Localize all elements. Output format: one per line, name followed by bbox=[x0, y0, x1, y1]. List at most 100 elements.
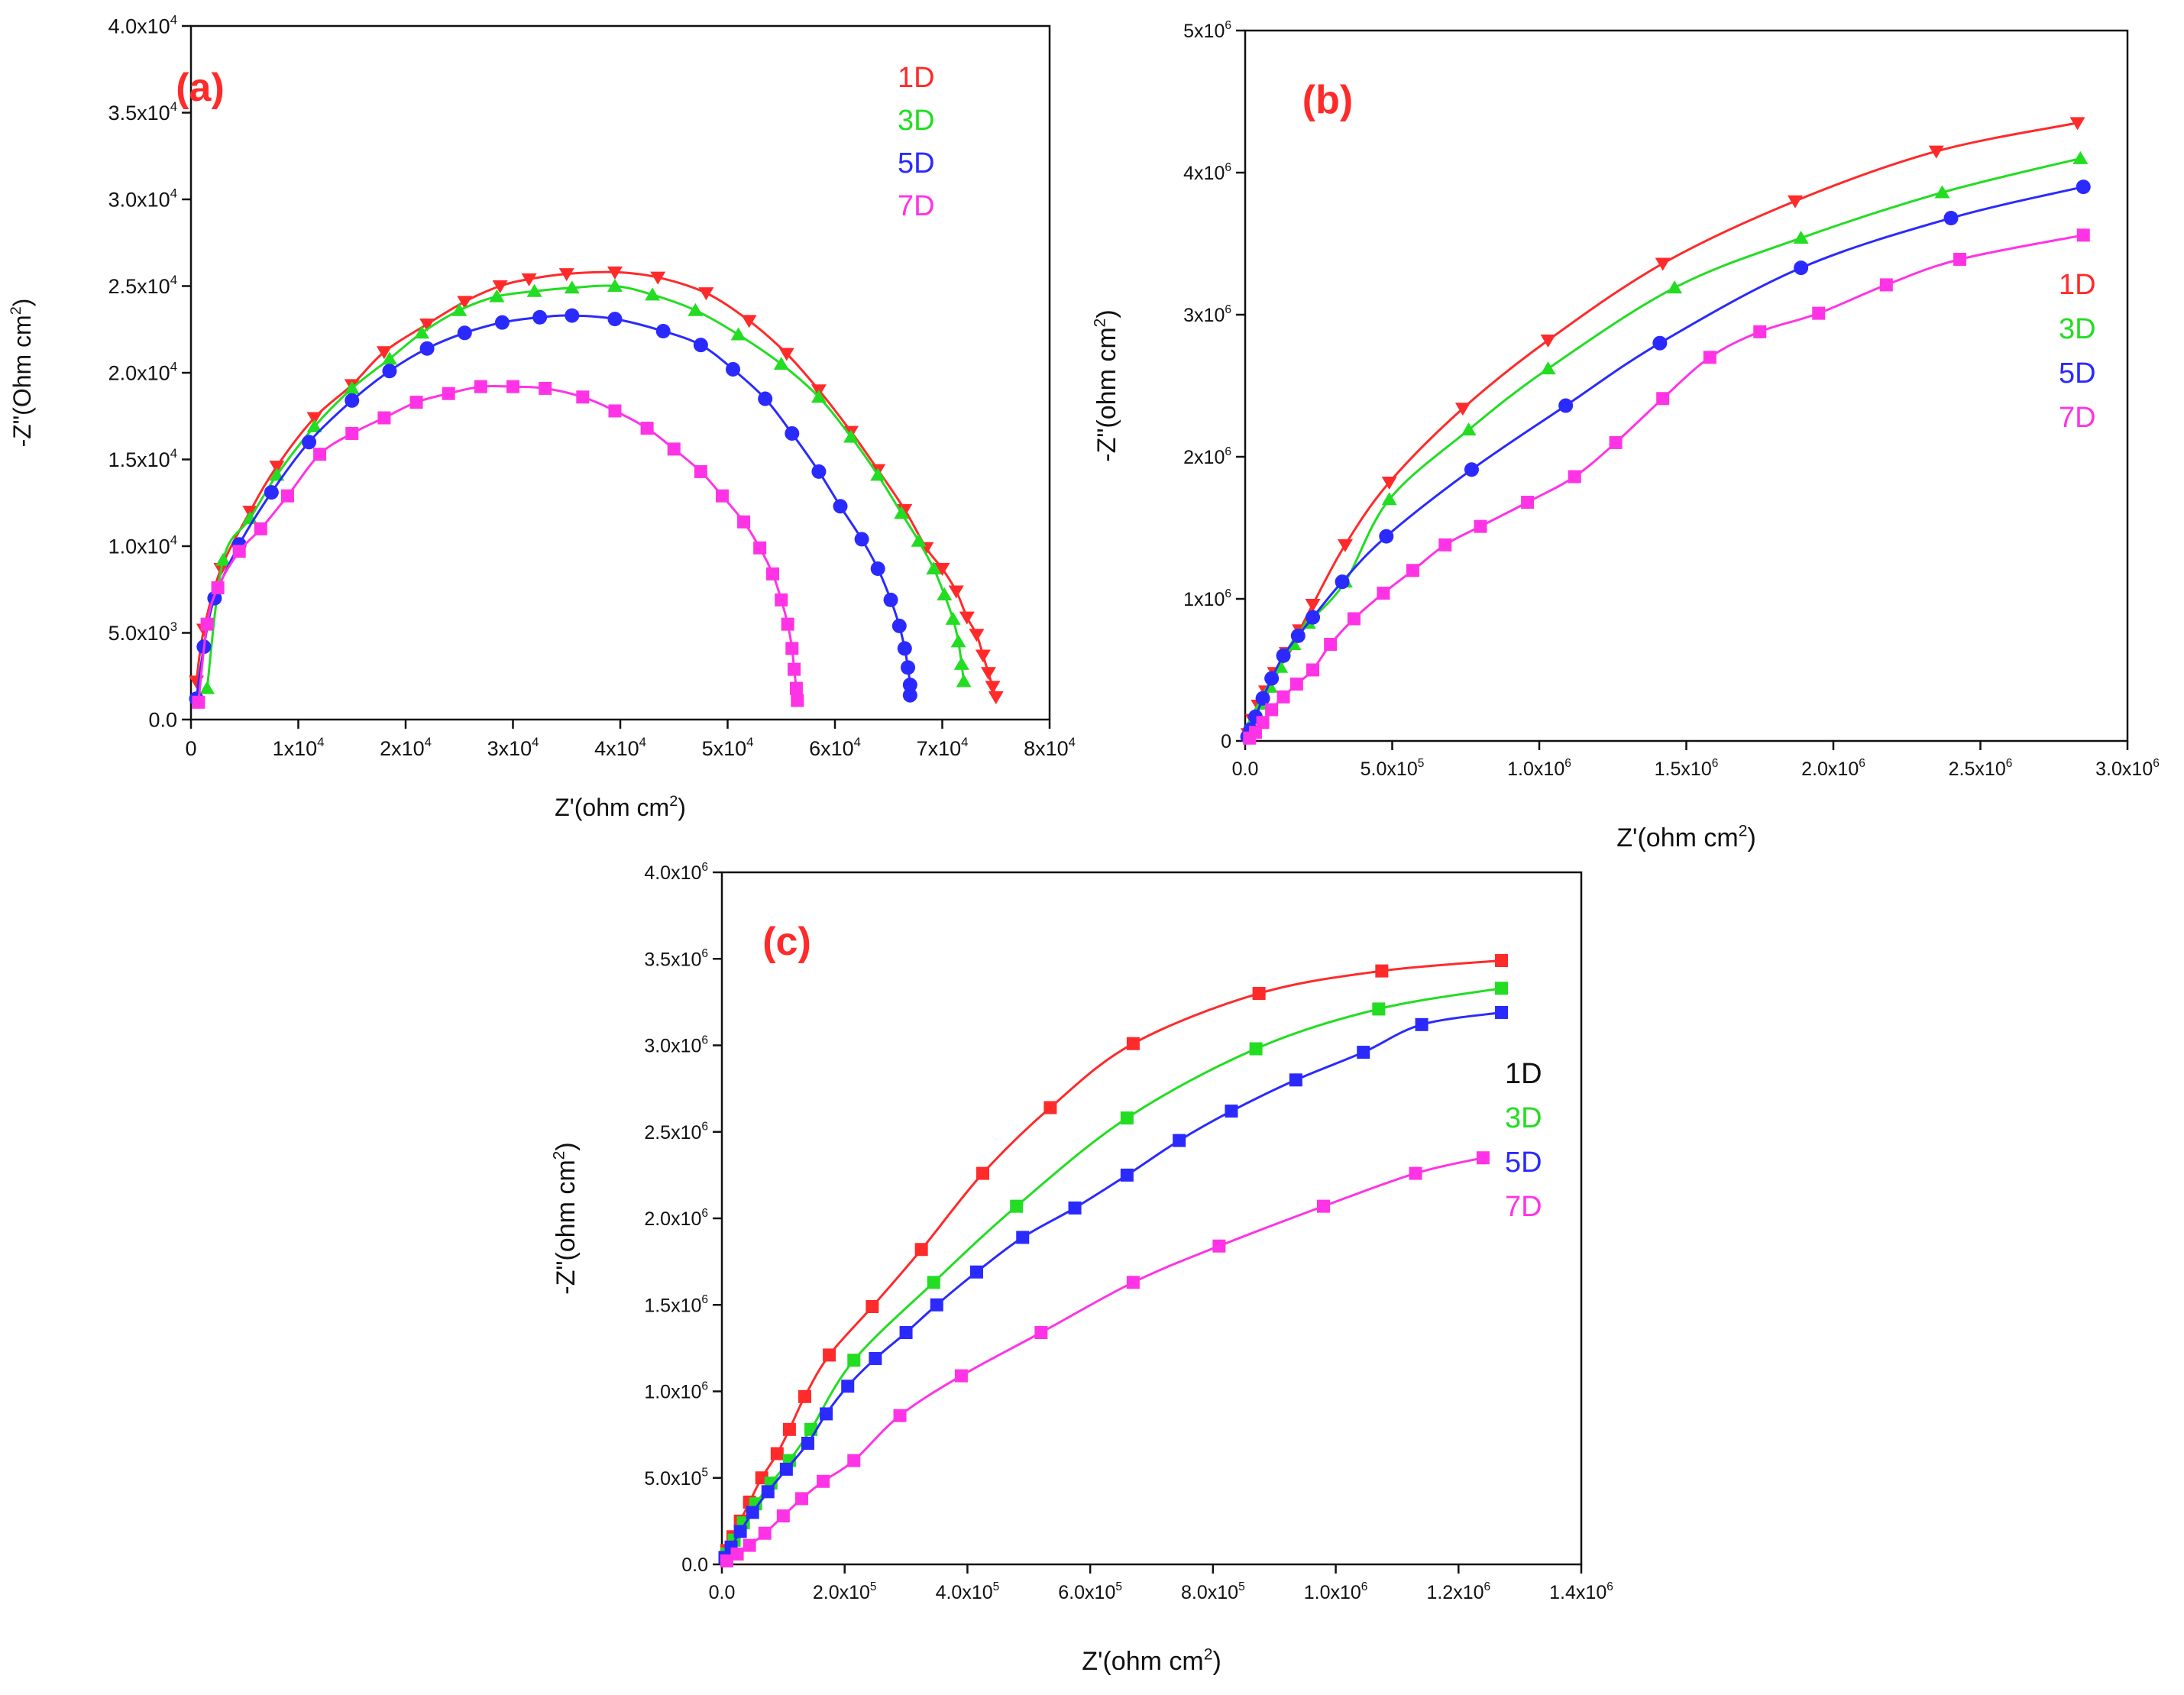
panel-b-legend-3D: 3D bbox=[2059, 313, 2096, 345]
panel-c-legend-1D: 1D bbox=[1505, 1058, 1542, 1090]
panel-b-series-1D bbox=[1240, 117, 2085, 742]
panel-b-y-tick-label: 5x106 bbox=[1183, 19, 1231, 42]
panel-a-data-point-3D bbox=[607, 279, 623, 292]
panel-a-data-point-5D bbox=[897, 641, 912, 656]
panel-a-data-point-1D bbox=[948, 585, 964, 599]
panel-a-data-point-7D bbox=[694, 464, 707, 478]
panel-a-data-point-1D bbox=[492, 280, 508, 293]
panel-b-data-point-7D bbox=[1377, 587, 1390, 600]
panel-c-data-point-3D bbox=[1249, 1042, 1263, 1056]
panel-a-data-point-7D bbox=[539, 381, 552, 395]
panel-b-data-point-7D bbox=[1276, 690, 1290, 704]
panel-a-series-7D bbox=[192, 380, 804, 709]
panel-a-data-point-5D bbox=[870, 561, 885, 577]
panel-b-data-point-1D bbox=[1454, 403, 1471, 416]
panel-c-data-point-1D bbox=[1375, 964, 1389, 978]
panel-b-data-point-1D bbox=[1655, 257, 1671, 271]
panel-a-data-point-3D bbox=[526, 283, 542, 297]
panel-a-legend-5D: 5D bbox=[898, 147, 935, 180]
panel-c-x-tick-label: 6.0x105 bbox=[1058, 1580, 1122, 1603]
panel-c-series-1D bbox=[720, 954, 1509, 1558]
panel-a-data-point-3D bbox=[564, 280, 580, 294]
panel-c-series-7D bbox=[720, 1151, 1490, 1567]
panel-c-data-point-5D bbox=[1357, 1046, 1370, 1059]
panel-b-x-axis-label: Z'(ohm cm2) bbox=[1616, 822, 1756, 852]
panel-c-data-point-1D bbox=[782, 1422, 796, 1436]
panel-c-data-point-5D bbox=[1225, 1105, 1238, 1118]
panel-b-data-point-1D bbox=[1305, 598, 1321, 612]
panel-a-data-point-5D bbox=[693, 338, 708, 353]
panel-b-data-point-5D bbox=[1255, 691, 1270, 706]
panel-b-y-axis-label: -Z"(ohm cm2) bbox=[1091, 309, 1121, 461]
panel-a-data-point-5D bbox=[833, 499, 848, 514]
panel-b-data-point-3D bbox=[1793, 231, 1809, 244]
panel-c-data-point-5D bbox=[733, 1525, 747, 1538]
panel-b-data-point-1D bbox=[2069, 117, 2085, 131]
panel-c-data-point-7D bbox=[893, 1409, 907, 1422]
panel-a-data-point-5D bbox=[419, 341, 435, 356]
panel-a-data-point-7D bbox=[715, 489, 729, 503]
panel-b-data-point-7D bbox=[1703, 351, 1716, 364]
panel-b: 0.0 5.0x105 1.0x106 1.5x106 2.0x106 2.5x106 3.… bbox=[1091, 19, 2159, 852]
panel-a-x-tick-label: 4x104 bbox=[594, 735, 646, 760]
panel-b-data-point-1D bbox=[1540, 334, 1556, 348]
panel-a-data-point-7D bbox=[345, 426, 359, 440]
panel-b-data-point-7D bbox=[1256, 716, 1270, 729]
panel-b-data-point-5D bbox=[1335, 574, 1350, 590]
panel-b-series-line-3D bbox=[1247, 157, 2081, 733]
panel-a-data-point-5D bbox=[891, 618, 907, 633]
panel-a-data-point-1D bbox=[306, 412, 322, 425]
panel-a-data-point-7D bbox=[442, 387, 455, 400]
panel-b-data-point-1D bbox=[1381, 476, 1397, 490]
panel-a-data-point-7D bbox=[192, 695, 205, 709]
panel-c-data-point-5D bbox=[1016, 1231, 1030, 1244]
panel-b-x-tick-label: 1.5x106 bbox=[1655, 757, 1719, 780]
panel-b-label: (b) bbox=[1302, 78, 1353, 122]
panel-b-x-tick-label: 5.0x105 bbox=[1361, 757, 1425, 780]
panel-c-data-point-7D bbox=[1317, 1199, 1330, 1213]
panel-c-series-line-1D bbox=[726, 959, 1502, 1551]
panel-c-data-point-7D bbox=[954, 1369, 968, 1383]
panel-b-data-point-5D bbox=[1558, 398, 1574, 413]
panel-a-data-point-1D bbox=[969, 629, 985, 642]
panel-c-data-point-5D bbox=[841, 1380, 855, 1393]
panel-b-data-point-7D bbox=[1289, 678, 1303, 691]
panel-a: 0 1x104 2x104 3x104 4x104 5x104 6x104 7x104 8x10… bbox=[8, 13, 1076, 821]
panel-a-data-point-3D bbox=[956, 674, 972, 687]
panel-a-data-point-7D bbox=[775, 593, 788, 607]
panel-b-x-tick-label: 3.0x106 bbox=[2095, 757, 2160, 780]
panel-c-x-tick-label: 1.0x106 bbox=[1304, 1580, 1368, 1603]
panel-b-data-point-3D bbox=[1934, 185, 1950, 199]
panel-c-y-tick-label: 1.0x106 bbox=[644, 1380, 708, 1402]
panel-a-data-point-7D bbox=[576, 390, 590, 404]
panel-b-data-point-7D bbox=[1812, 306, 1826, 320]
panel-b-y-tick-label: 0 bbox=[1221, 731, 1231, 752]
panel-a-data-point-7D bbox=[789, 681, 803, 695]
panel-b-data-point-7D bbox=[1406, 564, 1419, 577]
panel-c-data-point-7D bbox=[743, 1538, 756, 1552]
panel-a-data-point-3D bbox=[688, 302, 704, 316]
panel-a-data-point-5D bbox=[726, 361, 741, 377]
panel-b-data-point-5D bbox=[1379, 529, 1394, 544]
panel-a-data-point-1D bbox=[741, 315, 757, 328]
panel-c-y-tick-label: 5.0x105 bbox=[644, 1467, 708, 1490]
panel-b-y-tick-label: 1x106 bbox=[1183, 587, 1231, 610]
panel-b-data-point-5D bbox=[1943, 211, 1959, 226]
panel-b-data-point-5D bbox=[1794, 260, 1809, 276]
panel-c-series-3D bbox=[720, 982, 1509, 1561]
panel-c-legend-5D: 5D bbox=[1505, 1147, 1542, 1179]
panel-a-data-point-3D bbox=[730, 327, 746, 341]
panel-a-y-tick-label: 4.0x104 bbox=[108, 13, 177, 38]
panel-b-data-point-5D bbox=[1276, 648, 1291, 663]
panel-a-y-tick-label: 2.5x104 bbox=[108, 273, 177, 298]
panel-b-series-5D bbox=[1240, 180, 2091, 744]
panel-c-data-point-7D bbox=[1409, 1166, 1422, 1180]
panel-b-data-point-5D bbox=[1264, 671, 1280, 686]
panel-a-y-tick-label: 1.0x104 bbox=[108, 533, 177, 558]
panel-a-data-point-7D bbox=[474, 380, 487, 393]
panel-c-data-point-1D bbox=[976, 1166, 990, 1180]
panel-c-data-point-1D bbox=[914, 1243, 928, 1257]
panel-a-y-tick-label: 0.0 bbox=[148, 709, 177, 732]
panel-c-y-axis-label: -Z"(ohm cm2) bbox=[550, 1142, 581, 1294]
